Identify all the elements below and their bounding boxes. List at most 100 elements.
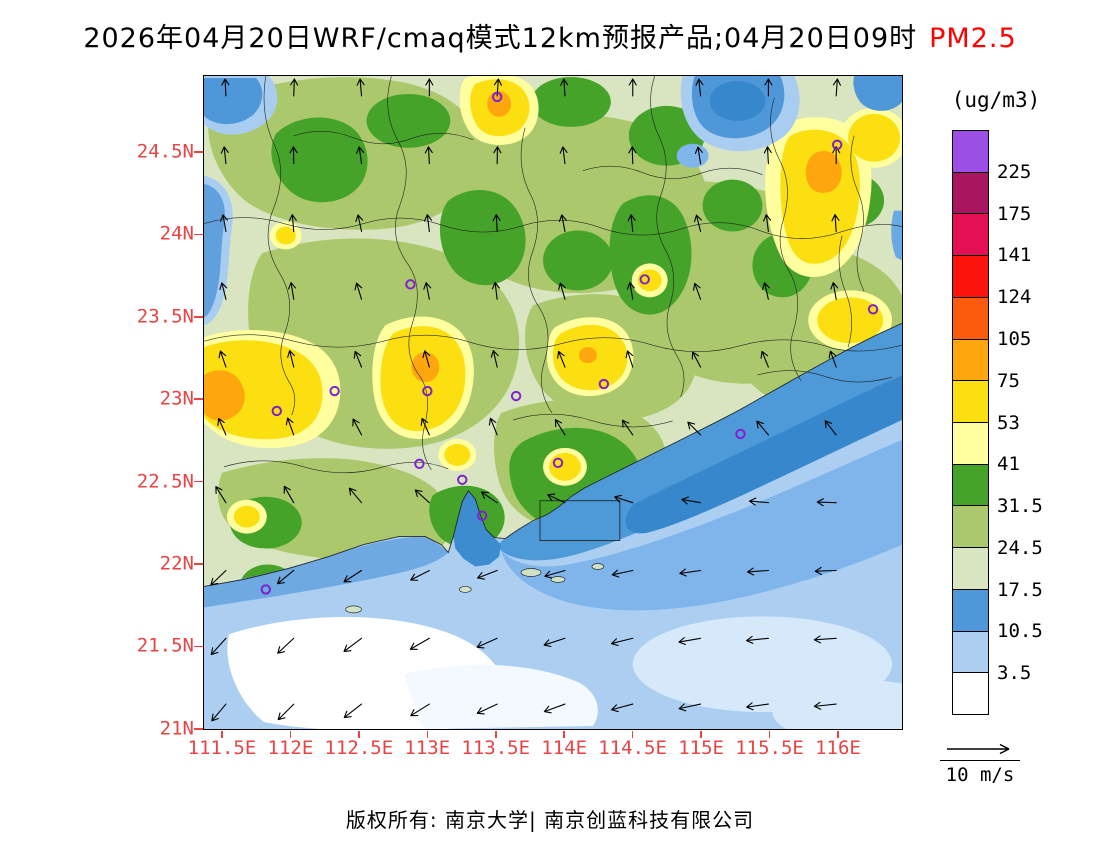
x-axis-tick-mark — [837, 731, 839, 738]
station-marker — [405, 279, 416, 290]
y-axis-tick-label: 24.5N — [136, 140, 194, 163]
wind-arrow — [746, 702, 769, 711]
wind-arrow — [626, 282, 635, 300]
station-marker — [510, 390, 522, 402]
wind-arrow — [423, 282, 432, 300]
wind-arrow — [625, 350, 634, 368]
wind-reference-legend: 10 m/s — [940, 740, 1020, 786]
colorbar-cell — [953, 214, 988, 257]
wind-arrow — [693, 214, 702, 233]
wind-arrow — [543, 703, 566, 714]
wind-arrow — [410, 569, 430, 581]
colorbar-tick-label: 17.5 — [997, 578, 1043, 601]
wind-arrow — [220, 214, 229, 233]
x-axis-tick-mark — [358, 731, 360, 738]
wind-arrow — [627, 214, 636, 233]
station-marker — [260, 584, 272, 595]
colorbar-cell — [953, 673, 988, 715]
wind-reference-label: 10 m/s — [945, 764, 1015, 786]
wind-arrow — [420, 417, 430, 436]
wind-arrow — [414, 489, 430, 504]
wind-arrow — [289, 146, 298, 165]
y-axis-tick-mark — [194, 316, 203, 318]
station-marker — [329, 385, 340, 397]
colorbar-tick-label: 31.5 — [997, 495, 1043, 518]
wind-arrow — [554, 419, 566, 436]
wind-arrow — [490, 350, 499, 368]
x-axis-tick-label: 116E — [815, 737, 861, 759]
wind-arrow — [614, 494, 634, 504]
wind-arrow — [476, 637, 498, 649]
wind-arrow — [276, 569, 295, 585]
colorbar-tick-label: 105 — [997, 327, 1032, 350]
y-axis-tick-mark — [194, 728, 203, 730]
x-axis-tick-mark — [221, 731, 223, 738]
y-axis-tick-mark — [194, 480, 203, 483]
x-axis-tick-mark — [289, 731, 292, 738]
colorbar-tick-label: 53 — [997, 411, 1020, 434]
station-marker — [867, 304, 879, 315]
colorbar-cell — [953, 589, 988, 632]
boundary-layer — [204, 76, 902, 614]
colorbar — [952, 130, 989, 715]
colorbar-unit-label: (ug/m3) — [951, 88, 1041, 112]
wind-arrow — [544, 569, 566, 579]
station-marker — [414, 458, 425, 469]
wind-arrow — [621, 419, 634, 436]
x-axis-tick-label: 111.5E — [187, 737, 257, 759]
wind-arrow — [547, 493, 566, 504]
station-marker — [271, 405, 282, 417]
colorbar-cell — [953, 548, 988, 590]
wind-arrow — [611, 703, 634, 713]
wind-arrow — [831, 214, 840, 233]
wind-arrow — [813, 701, 837, 710]
copyright-footer: 版权所有: 南京大学| 南京创蓝科技有限公司 — [345, 808, 755, 832]
wind-arrow — [477, 569, 498, 580]
wind-vector-layer — [210, 78, 841, 722]
wind-arrow — [824, 420, 837, 436]
wind-arrow — [814, 566, 837, 576]
colorbar-cell — [953, 256, 988, 298]
station-marker — [552, 457, 564, 468]
wind-arrow — [288, 214, 297, 233]
colorbar-cell — [953, 381, 988, 424]
wind-arrow — [679, 568, 702, 577]
y-axis-tick-label: 22N — [159, 552, 194, 575]
wind-arrow — [285, 417, 295, 436]
wind-arrow — [756, 420, 769, 436]
station-marker — [639, 274, 650, 285]
wind-arrow — [219, 282, 228, 300]
wind-arrow — [488, 417, 498, 436]
x-axis-tick-label: 114E — [541, 737, 588, 759]
wind-arrow — [210, 569, 227, 586]
station-marker — [598, 378, 610, 390]
wind-arrow — [828, 350, 837, 368]
y-axis-tick-label: 22.5N — [136, 470, 194, 493]
wind-arrow — [215, 486, 227, 504]
y-axis-tick-mark — [194, 151, 203, 153]
wind-arrow — [424, 146, 433, 165]
wind-arrow — [424, 214, 433, 233]
y-axis-tick-label: 23N — [159, 387, 194, 410]
wind-arrow — [763, 214, 772, 233]
wind-arrow — [628, 146, 637, 165]
wind-arrow — [211, 703, 227, 722]
wind-arrow — [221, 78, 230, 97]
wind-arrow — [277, 637, 295, 654]
x-axis-tick-label: 115E — [678, 737, 724, 759]
station-marker — [477, 510, 488, 521]
x-axis-tick-mark — [563, 731, 565, 738]
wind-arrow — [409, 637, 430, 650]
colorbar-tick-label: 75 — [997, 369, 1020, 392]
wind-arrow — [491, 281, 500, 300]
wind-arrow — [761, 282, 770, 300]
wind-arrow — [678, 637, 702, 646]
colorbar-cell — [953, 131, 988, 173]
colorbar-cell — [953, 297, 988, 340]
y-axis-tick-mark — [194, 398, 203, 401]
station-marker — [457, 474, 468, 485]
colorbar-tick-label: 141 — [997, 244, 1032, 267]
wind-arrow — [217, 417, 227, 436]
wind-reference-divider — [940, 760, 1020, 761]
wind-arrow — [560, 78, 569, 97]
